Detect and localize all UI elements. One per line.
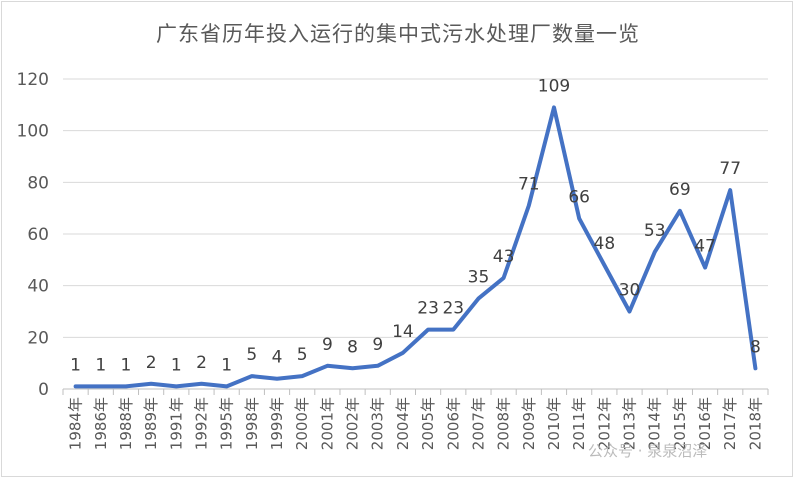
data-label: 8 [347,337,358,357]
x-tick-label: 2016年 [696,397,714,450]
y-tick-label: 120 [17,70,49,90]
data-label: 1 [70,355,81,375]
y-tick-label: 60 [27,225,49,245]
x-tick-label: 2003年 [369,397,387,450]
y-tick-label: 0 [38,380,49,400]
data-label: 1 [221,355,232,375]
data-label: 4 [272,348,283,368]
x-tick-label: 1998年 [243,397,261,450]
data-label: 77 [719,159,741,179]
x-axis [62,388,769,395]
data-label: 48 [594,234,616,254]
x-tick-label: 2017年 [721,397,739,450]
chart-title: 广东省历年投入运行的集中式污水处理厂数量一览 [156,22,640,46]
x-tick-label: 1991年 [167,397,185,450]
x-tick-label: 2014年 [646,397,664,450]
x-tick-label: 2008年 [495,397,513,450]
data-label: 5 [246,345,257,365]
x-tick-label: 2010年 [545,397,563,450]
series-line-group [73,105,758,389]
data-label: 5 [297,345,308,365]
data-label: 1 [121,355,132,375]
data-label: 53 [644,221,666,241]
data-label: 23 [417,299,439,319]
data-label: 1 [95,355,106,375]
x-tick-label: 2000年 [293,397,311,450]
x-tick-label: 2015年 [671,397,689,450]
data-label: 71 [518,175,540,195]
data-label: 14 [392,322,414,342]
y-tick-label: 100 [17,122,49,142]
data-label: 1 [171,355,182,375]
x-tick-label: 1992年 [192,397,210,450]
x-tick-label: 2018年 [746,397,764,450]
x-tick-label: 2009年 [520,397,538,450]
x-tick-label: 1989年 [142,397,160,450]
data-label: 9 [322,335,333,355]
data-label: 109 [538,76,570,96]
x-tick-label: 1999年 [268,397,286,450]
x-tick-label: 2012年 [595,397,613,450]
x-tick-label: 1995年 [218,397,236,450]
data-label: 47 [694,237,716,257]
gridlines [63,78,768,338]
watermark: 公众号 · 泉泉沼泽 [588,442,708,460]
x-tick-label: 1984年 [67,397,85,450]
x-tick-label: 2007年 [469,397,487,450]
y-tick-label: 40 [27,277,49,297]
data-label: 9 [372,335,383,355]
x-tick-label: 2004年 [394,397,412,450]
x-tick-label: 2006年 [444,397,462,450]
data-label: 43 [493,247,515,267]
y-tick-label: 20 [27,328,49,348]
x-tick-label: 2001年 [318,397,336,450]
data-label: 35 [468,268,490,288]
x-tick-label: 1986年 [92,397,110,450]
y-tick-label: 80 [27,173,49,193]
data-label: 69 [669,180,691,200]
x-tick-label: 2002年 [344,397,362,450]
x-axis-ticks: 1984年 1986年 1988年 1989年 1991年 1992年 1995年 1998年… [67,397,765,450]
data-label: 2 [146,353,157,373]
y-axis-ticks: 0 20 40 60 80 100 120 [17,70,49,400]
x-tick-label: 2011年 [570,397,588,450]
x-tick-label: 2005年 [419,397,437,450]
data-label: 66 [568,188,590,208]
data-label: 30 [619,281,641,301]
x-tick-label: 2013年 [621,397,639,450]
data-label: 8 [750,337,761,357]
series-line [73,105,758,389]
x-tick-label: 1988年 [117,397,135,450]
data-label: 23 [442,299,464,319]
data-label: 2 [196,353,207,373]
